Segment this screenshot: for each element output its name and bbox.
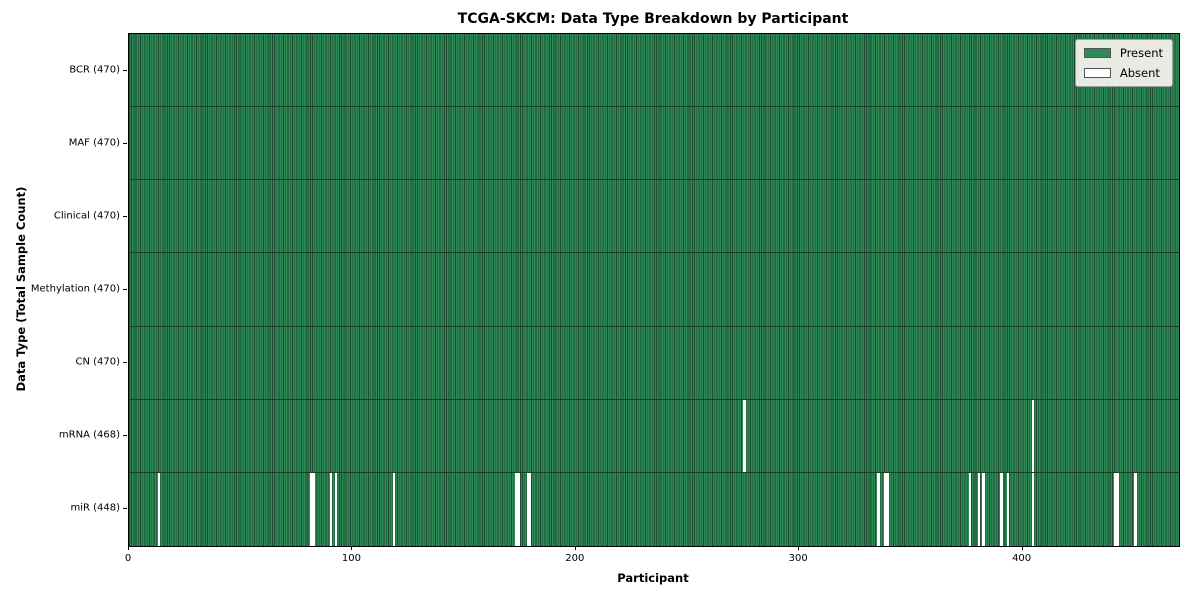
y-axis-label: Data Type (Total Sample Count) [14,186,28,392]
y-tick-label-MAF: MAF (470) [68,137,120,149]
absent-gap-mRNA [743,399,746,472]
y-tick-label-CN: CN (470) [75,356,120,368]
absent-gap-miR [158,472,161,546]
absent-gap-miR [1031,472,1034,546]
row-MAF [129,107,1179,181]
absent-gap-miR [309,472,313,546]
x-tick [128,546,129,550]
absent-gap-miR [1006,472,1010,546]
absent-gap-miR [884,472,887,546]
x-tick-label: 100 [341,553,361,564]
y-tick-label-miR: miR (448) [70,502,120,514]
legend-label: Present [1119,46,1163,60]
x-tick [351,546,353,550]
y-tick-label-mRNA: mRNA (468) [58,429,120,441]
row-mRNA [129,399,1179,473]
absent-gap-mRNA [1031,399,1034,472]
x-tick-label: 300 [788,553,808,564]
y-tick-label-Clinical: Clinical (470) [53,210,120,222]
absent-gap-miR [886,472,889,546]
absent-gap-miR [1134,472,1137,546]
row-BCR [129,34,1179,108]
y-tick [123,289,127,290]
row-Clinical [129,180,1179,254]
absent-gap-miR [312,472,315,546]
y-tick [123,215,127,217]
x-tick-label: 0 [124,553,132,564]
x-tick-label: 200 [565,553,585,564]
absent-gap-miR [517,472,521,546]
x-tick-label: 400 [1012,553,1032,564]
legend-swatch-present [1083,48,1111,58]
x-tick [798,546,800,550]
chart-title: TCGA-SKCM: Data Type Breakdown by Partic… [457,11,849,27]
y-tick [123,142,127,144]
legend-swatch-absent [1083,68,1111,78]
absent-gap-miR [969,472,972,546]
absent-gap-miR [526,472,530,546]
row-CN [129,326,1179,400]
absent-gap-miR [977,472,981,546]
absent-gap-miR [528,472,532,546]
x-tick [1021,546,1023,550]
y-tick [123,362,127,364]
y-tick [123,69,127,71]
row-Methylation [129,253,1179,327]
y-tick-label-BCR: BCR (470) [69,64,120,76]
absent-gap-miR [1000,472,1003,546]
x-tick [574,546,576,550]
absent-gap-miR [1114,472,1117,546]
legend-item-present: Present [1083,46,1163,60]
y-tick [123,435,127,437]
legend: Present Absent [1074,39,1173,87]
absent-gap-miR [330,472,333,546]
absent-gap-miR [392,472,396,546]
absent-gap-miR [1116,472,1119,546]
y-tick [123,508,127,510]
x-axis-label: Participant [617,571,689,585]
plot-area: Present Absent [128,33,1180,547]
absent-gap-miR [982,472,985,546]
absent-gap-miR [334,472,337,546]
row-miR [129,472,1179,546]
absent-gap-miR [877,472,880,546]
legend-item-absent: Absent [1083,66,1163,80]
y-tick-label-Methylation: Methylation (470) [30,283,120,295]
legend-label: Absent [1119,66,1160,80]
absent-gap-miR [515,472,518,546]
